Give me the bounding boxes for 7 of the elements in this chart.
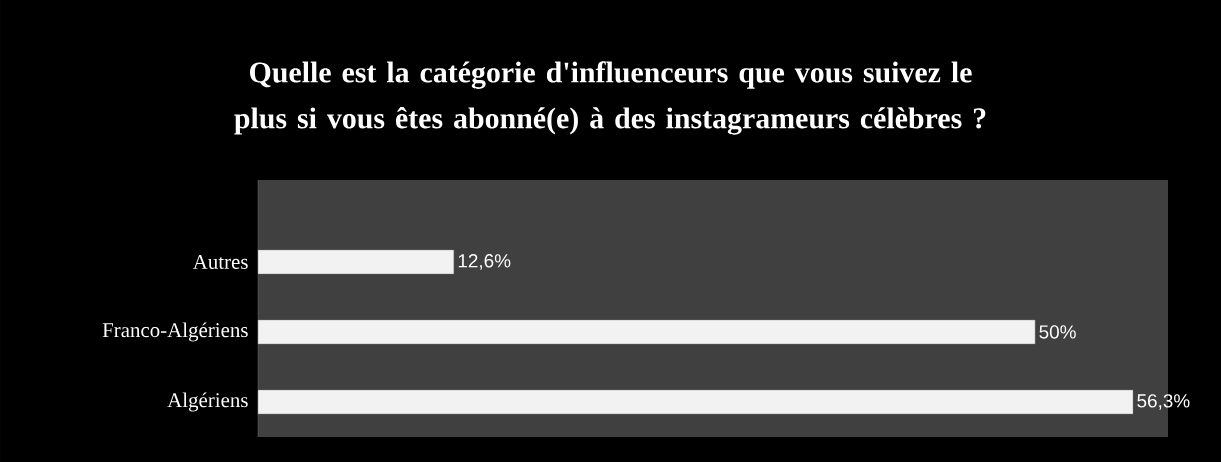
y-tick-label: Autres: [192, 254, 248, 269]
data-label: 56,3%: [1137, 394, 1190, 410]
chart-title: Quelle est la catégorie d'influenceurs que vous suivez le plus si vous êtes abonné(e) à des instagrameurs célèbres ?: [234, 61, 986, 135]
data-label: 50%: [1039, 325, 1076, 339]
data-label: 12,6%: [458, 254, 511, 270]
y-tick-label: Franco-Algériens: [102, 322, 248, 342]
y-tick-label: Algériens: [167, 392, 248, 412]
